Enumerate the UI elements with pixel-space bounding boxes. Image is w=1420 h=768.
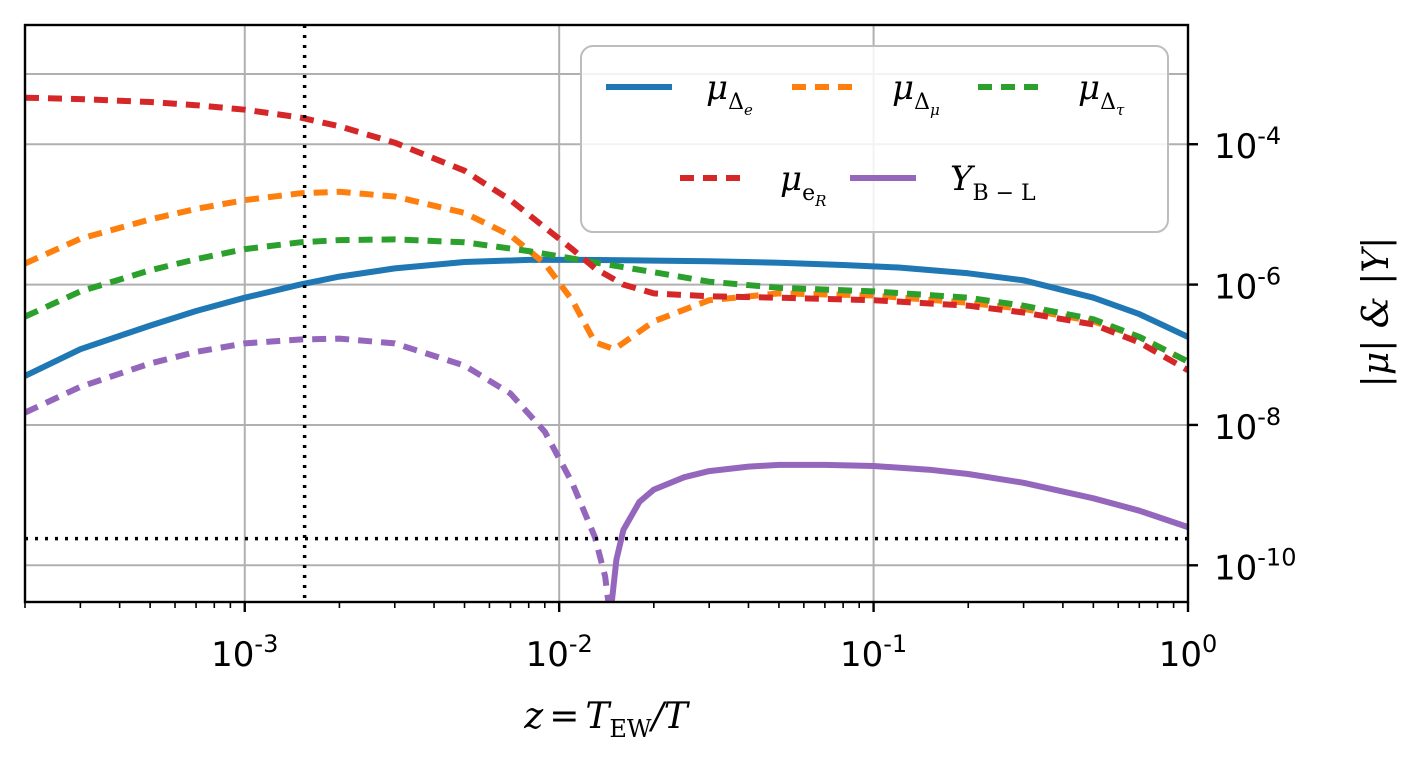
x-tick-label: 10-1 [840, 630, 907, 675]
series-line-5 [608, 461, 1188, 602]
y-tick-label: 10-4 [1214, 122, 1281, 167]
series-layer [25, 94, 1188, 602]
y-tick-label: 10-10 [1214, 543, 1296, 588]
reference-lines [25, 25, 1188, 602]
legend-frame [580, 45, 1169, 233]
x-tick-label: 100 [1159, 630, 1218, 675]
x-tick-label: 10-3 [211, 630, 278, 675]
legend-label: μΔμ [892, 68, 940, 119]
y-axis: 10-4 10-6 10-8 10-10 [1188, 122, 1296, 588]
y-tick-label: 10-6 [1214, 263, 1281, 308]
legend-label: μΔτ [1078, 68, 1125, 119]
y-axis-label: |μ| & |Y| [1356, 237, 1397, 388]
series-line-3 [25, 94, 1188, 373]
y-tick-label: 10-8 [1214, 403, 1281, 448]
legend: μΔe μΔμ μΔτ μeR YB − L [580, 45, 1169, 233]
x-axis-label: z = TEW/T [523, 696, 690, 743]
series-line-4 [25, 335, 612, 602]
x-axis: 10-3 10-2 10-1 100 [24, 602, 1218, 675]
series-line-2 [25, 236, 1188, 365]
legend-label: μeR [780, 159, 826, 210]
legend-label: YB − L [950, 159, 1036, 206]
series-line-1 [25, 188, 1188, 365]
legend-label: μΔe [706, 68, 753, 119]
x-tick-label: 10-2 [526, 630, 593, 675]
plot-frame [23, 23, 1190, 604]
